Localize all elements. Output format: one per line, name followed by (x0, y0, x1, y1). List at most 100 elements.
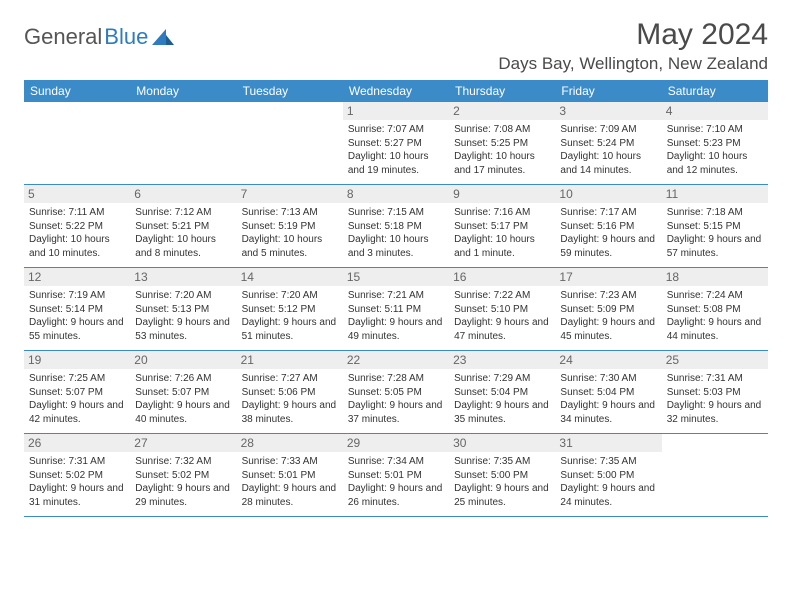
day-info: Sunrise: 7:34 AMSunset: 5:01 PMDaylight:… (348, 455, 444, 509)
header-right: May 2024 Days Bay, Wellington, New Zeala… (498, 18, 768, 74)
day-number: 3 (555, 102, 661, 120)
day-number: 14 (237, 268, 343, 286)
page-header: GeneralBlue May 2024 Days Bay, Wellingto… (24, 18, 768, 74)
weekday-header-cell: Monday (130, 80, 236, 102)
day-info: Sunrise: 7:33 AMSunset: 5:01 PMDaylight:… (242, 455, 338, 509)
sunrise-text: Sunrise: 7:18 AM (667, 206, 763, 220)
sunset-text: Sunset: 5:19 PM (242, 220, 338, 234)
day-number: 19 (24, 351, 130, 369)
sunset-text: Sunset: 5:01 PM (348, 469, 444, 483)
sunset-text: Sunset: 5:02 PM (29, 469, 125, 483)
daylight-text: Daylight: 9 hours and 55 minutes. (29, 316, 125, 343)
sunrise-text: Sunrise: 7:31 AM (667, 372, 763, 386)
day-number: 11 (662, 185, 768, 203)
daylight-text: Daylight: 9 hours and 32 minutes. (667, 399, 763, 426)
weeks-container: 1Sunrise: 7:07 AMSunset: 5:27 PMDaylight… (24, 102, 768, 517)
calendar-grid: SundayMondayTuesdayWednesdayThursdayFrid… (24, 80, 768, 517)
daylight-text: Daylight: 9 hours and 49 minutes. (348, 316, 444, 343)
location-text: Days Bay, Wellington, New Zealand (498, 54, 768, 74)
sunrise-text: Sunrise: 7:09 AM (560, 123, 656, 137)
sunset-text: Sunset: 5:04 PM (560, 386, 656, 400)
sunset-text: Sunset: 5:16 PM (560, 220, 656, 234)
daylight-text: Daylight: 9 hours and 38 minutes. (242, 399, 338, 426)
daylight-text: Daylight: 9 hours and 34 minutes. (560, 399, 656, 426)
day-number: 1 (343, 102, 449, 120)
day-info: Sunrise: 7:32 AMSunset: 5:02 PMDaylight:… (135, 455, 231, 509)
sunrise-text: Sunrise: 7:16 AM (454, 206, 550, 220)
day-cell: 16Sunrise: 7:22 AMSunset: 5:10 PMDayligh… (449, 268, 555, 350)
week-row: 12Sunrise: 7:19 AMSunset: 5:14 PMDayligh… (24, 268, 768, 351)
day-number: 15 (343, 268, 449, 286)
week-row: 26Sunrise: 7:31 AMSunset: 5:02 PMDayligh… (24, 434, 768, 517)
day-info: Sunrise: 7:19 AMSunset: 5:14 PMDaylight:… (29, 289, 125, 343)
sunset-text: Sunset: 5:12 PM (242, 303, 338, 317)
day-cell: 28Sunrise: 7:33 AMSunset: 5:01 PMDayligh… (237, 434, 343, 516)
day-cell: 22Sunrise: 7:28 AMSunset: 5:05 PMDayligh… (343, 351, 449, 433)
day-info: Sunrise: 7:20 AMSunset: 5:12 PMDaylight:… (242, 289, 338, 343)
sunset-text: Sunset: 5:00 PM (560, 469, 656, 483)
sunset-text: Sunset: 5:09 PM (560, 303, 656, 317)
calendar-page: GeneralBlue May 2024 Days Bay, Wellingto… (0, 0, 792, 535)
day-info: Sunrise: 7:27 AMSunset: 5:06 PMDaylight:… (242, 372, 338, 426)
day-info: Sunrise: 7:13 AMSunset: 5:19 PMDaylight:… (242, 206, 338, 260)
daylight-text: Daylight: 10 hours and 1 minute. (454, 233, 550, 260)
daylight-text: Daylight: 10 hours and 5 minutes. (242, 233, 338, 260)
day-cell: 18Sunrise: 7:24 AMSunset: 5:08 PMDayligh… (662, 268, 768, 350)
sunset-text: Sunset: 5:07 PM (29, 386, 125, 400)
weekday-header-cell: Thursday (449, 80, 555, 102)
day-info: Sunrise: 7:12 AMSunset: 5:21 PMDaylight:… (135, 206, 231, 260)
sunset-text: Sunset: 5:10 PM (454, 303, 550, 317)
week-row: 1Sunrise: 7:07 AMSunset: 5:27 PMDaylight… (24, 102, 768, 185)
day-cell: 27 Sunrise: 7:32 AMSunset: 5:02 PMDayligh… (130, 434, 236, 516)
day-cell (237, 102, 343, 184)
day-number: 5 (24, 185, 130, 203)
day-number: 22 (343, 351, 449, 369)
daylight-text: Daylight: 9 hours and 31 minutes. (29, 482, 125, 509)
sunset-text: Sunset: 5:04 PM (454, 386, 550, 400)
day-cell: 31Sunrise: 7:35 AMSunset: 5:00 PMDayligh… (555, 434, 661, 516)
day-cell: 13 Sunrise: 7:20 AMSunset: 5:13 PMDayligh… (130, 268, 236, 350)
daylight-text: Daylight: 9 hours and 53 minutes. (135, 316, 231, 343)
day-number: 27 (130, 434, 236, 452)
sunrise-text: Sunrise: 7:33 AM (242, 455, 338, 469)
day-number: 20 (130, 351, 236, 369)
day-info: Sunrise: 7:26 AMSunset: 5:07 PMDaylight:… (135, 372, 231, 426)
weekday-header-cell: Tuesday (237, 80, 343, 102)
day-info: Sunrise: 7:30 AMSunset: 5:04 PMDaylight:… (560, 372, 656, 426)
daylight-text: Daylight: 9 hours and 40 minutes. (135, 399, 231, 426)
sunrise-text: Sunrise: 7:30 AM (560, 372, 656, 386)
sunset-text: Sunset: 5:00 PM (454, 469, 550, 483)
day-info: Sunrise: 7:20 AMSunset: 5:13 PMDaylight:… (135, 289, 231, 343)
day-info: Sunrise: 7:08 AMSunset: 5:25 PMDaylight:… (454, 123, 550, 177)
daylight-text: Daylight: 10 hours and 14 minutes. (560, 150, 656, 177)
day-cell: 23Sunrise: 7:29 AMSunset: 5:04 PMDayligh… (449, 351, 555, 433)
daylight-text: Daylight: 9 hours and 59 minutes. (560, 233, 656, 260)
day-number: 29 (343, 434, 449, 452)
daylight-text: Daylight: 9 hours and 42 minutes. (29, 399, 125, 426)
day-info: Sunrise: 7:15 AMSunset: 5:18 PMDaylight:… (348, 206, 444, 260)
week-row: 5Sunrise: 7:11 AMSunset: 5:22 PMDaylight… (24, 185, 768, 268)
daylight-text: Daylight: 9 hours and 47 minutes. (454, 316, 550, 343)
sunrise-text: Sunrise: 7:17 AM (560, 206, 656, 220)
day-info: Sunrise: 7:31 AMSunset: 5:02 PMDaylight:… (29, 455, 125, 509)
day-cell: 19Sunrise: 7:25 AMSunset: 5:07 PMDayligh… (24, 351, 130, 433)
daylight-text: Daylight: 10 hours and 3 minutes. (348, 233, 444, 260)
sunset-text: Sunset: 5:01 PM (242, 469, 338, 483)
day-cell: 7Sunrise: 7:13 AMSunset: 5:19 PMDaylight… (237, 185, 343, 267)
daylight-text: Daylight: 10 hours and 10 minutes. (29, 233, 125, 260)
day-number: 13 (130, 268, 236, 286)
day-info: Sunrise: 7:29 AMSunset: 5:04 PMDaylight:… (454, 372, 550, 426)
day-number: 4 (662, 102, 768, 120)
day-info: Sunrise: 7:21 AMSunset: 5:11 PMDaylight:… (348, 289, 444, 343)
day-info: Sunrise: 7:35 AMSunset: 5:00 PMDaylight:… (454, 455, 550, 509)
sunset-text: Sunset: 5:22 PM (29, 220, 125, 234)
day-cell: 1Sunrise: 7:07 AMSunset: 5:27 PMDaylight… (343, 102, 449, 184)
day-number: 21 (237, 351, 343, 369)
logo-text-general: General (24, 24, 102, 50)
sunset-text: Sunset: 5:21 PM (135, 220, 231, 234)
day-cell: 4Sunrise: 7:10 AMSunset: 5:23 PMDaylight… (662, 102, 768, 184)
day-info: Sunrise: 7:24 AMSunset: 5:08 PMDaylight:… (667, 289, 763, 343)
sunrise-text: Sunrise: 7:15 AM (348, 206, 444, 220)
day-info: Sunrise: 7:31 AMSunset: 5:03 PMDaylight:… (667, 372, 763, 426)
sunrise-text: Sunrise: 7:12 AM (135, 206, 231, 220)
